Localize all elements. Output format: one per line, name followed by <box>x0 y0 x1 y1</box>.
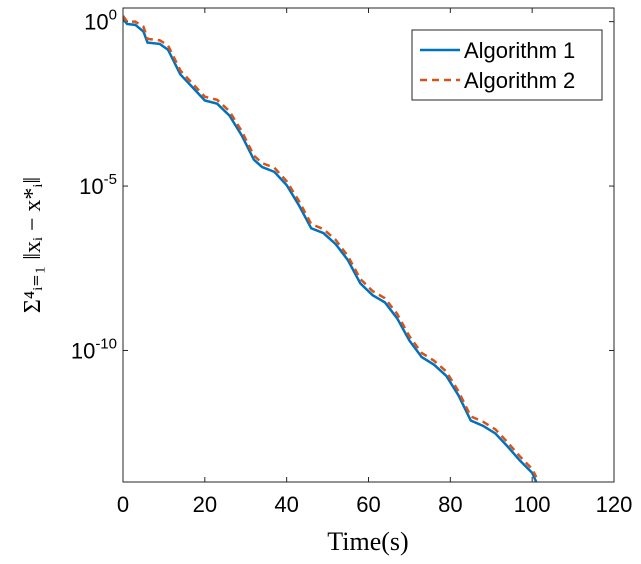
x-tick-label: 100 <box>514 492 551 517</box>
legend-label: Algorithm 2 <box>464 68 575 93</box>
x-tick-label: 40 <box>274 492 298 517</box>
x-tick-label: 0 <box>117 492 129 517</box>
y-tick-label: 10-10 <box>71 335 117 363</box>
y-axis-label: Σ⁴ᵢ₌₁ ‖xᵢ − x*ᵢ‖ <box>20 177 46 313</box>
legend-box <box>411 29 603 101</box>
x-axis-label: Time(s) <box>327 527 408 556</box>
y-tick-label: 100 <box>84 7 117 35</box>
line <box>123 15 538 478</box>
y-tick-label: 10-5 <box>79 171 117 199</box>
line <box>123 18 538 482</box>
x-tick-label: 120 <box>596 492 633 517</box>
x-tick-label: 80 <box>438 492 462 517</box>
plot-frame <box>122 7 615 483</box>
x-tick-label: 20 <box>193 492 217 517</box>
plot-lines <box>123 15 538 482</box>
x-tick-label: 60 <box>356 492 380 517</box>
legend-label: Algorithm 1 <box>464 38 575 63</box>
